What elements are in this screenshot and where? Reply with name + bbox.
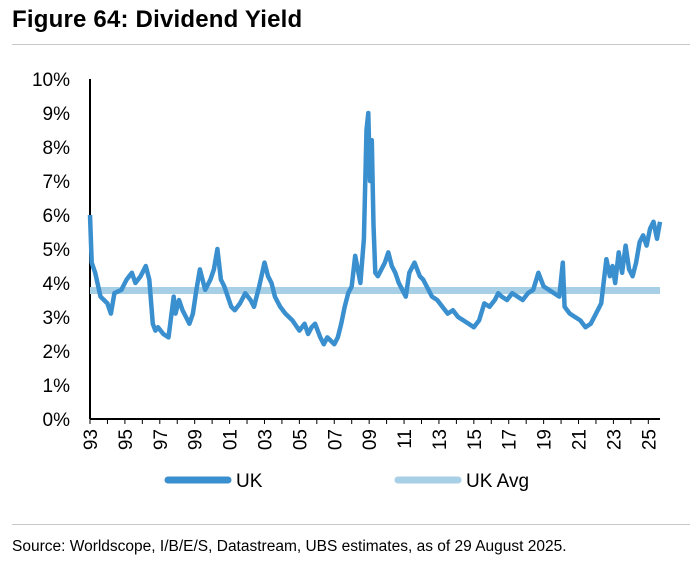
x-tick-label: 15 bbox=[465, 429, 486, 450]
x-tick-label: 03 bbox=[255, 429, 276, 450]
x-tick-label: 07 bbox=[325, 429, 346, 450]
x-tick-label: 25 bbox=[639, 429, 660, 450]
y-axis-labels: 0% 1% 2% 3% 4% 5% 6% 7% 8% 9% 10% bbox=[32, 70, 70, 431]
y-tick-label: 6% bbox=[43, 206, 71, 227]
legend-label-uk-avg: UK Avg bbox=[466, 471, 529, 492]
source-divider bbox=[12, 524, 690, 525]
x-tick-label: 13 bbox=[430, 429, 451, 450]
y-tick-label: 2% bbox=[43, 342, 71, 363]
y-tick-label: 5% bbox=[43, 240, 71, 261]
x-tick-label: 97 bbox=[151, 429, 172, 450]
y-tick-label: 3% bbox=[43, 308, 71, 329]
x-tick-label: 95 bbox=[116, 429, 137, 450]
x-tick-label: 09 bbox=[360, 429, 381, 450]
x-tick-label: 19 bbox=[535, 429, 556, 450]
chart-title: Figure 64: Dividend Yield bbox=[12, 6, 303, 33]
x-tick-label: 21 bbox=[570, 429, 591, 450]
legend-label-uk: UK bbox=[236, 471, 263, 492]
x-tick-label: 05 bbox=[290, 429, 311, 450]
y-tick-label: 7% bbox=[43, 172, 71, 193]
x-tick-label: 01 bbox=[221, 429, 242, 450]
y-tick-label: 1% bbox=[43, 376, 71, 397]
series-line-uk bbox=[87, 110, 663, 347]
legend: UK UK Avg bbox=[164, 471, 529, 492]
y-tick-label: 9% bbox=[43, 104, 71, 125]
title-divider bbox=[12, 44, 690, 45]
source-note: Source: Worldscope, I/B/E/S, Datastream,… bbox=[12, 538, 567, 555]
y-tick-label: 0% bbox=[43, 410, 71, 431]
x-tick-label: 17 bbox=[500, 429, 521, 450]
x-tick-label: 23 bbox=[604, 429, 625, 450]
y-tick-label: 10% bbox=[32, 70, 70, 91]
x-tick-label: 93 bbox=[81, 429, 102, 450]
x-axis-labels: 93 95 97 99 01 03 05 07 09 11 13 15 17 19 21 23 25 bbox=[81, 429, 660, 450]
y-tick-label: 8% bbox=[43, 138, 71, 159]
x-tick-label: 11 bbox=[395, 429, 416, 449]
x-tick-label: 99 bbox=[186, 429, 207, 450]
y-tick-label: 4% bbox=[43, 274, 71, 295]
